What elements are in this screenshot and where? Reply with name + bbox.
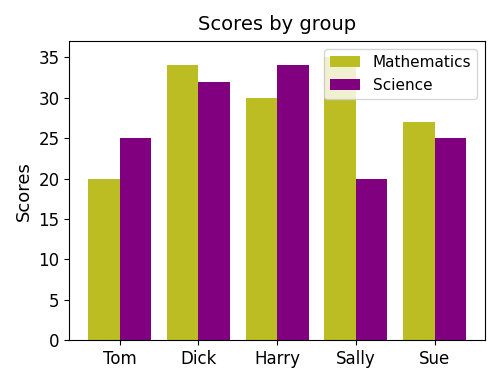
Bar [403,122,434,340]
Bar [88,178,120,340]
Bar [198,82,230,340]
Bar [277,65,308,340]
Bar [246,98,277,340]
Bar [120,138,152,340]
Bar [324,57,356,340]
Bar [167,65,198,340]
Bar [434,138,466,340]
Title: Scores by group: Scores by group [198,15,356,34]
Legend: Mathematics, Science: Mathematics, Science [324,49,478,98]
Bar [356,178,388,340]
Y-axis label: Scores: Scores [15,161,33,221]
